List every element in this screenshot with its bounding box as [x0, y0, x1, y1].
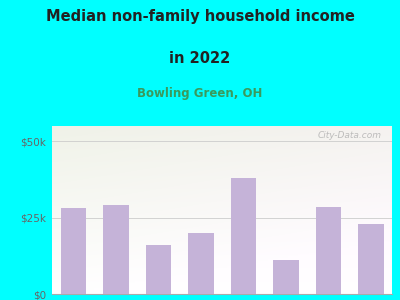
Bar — [146, 245, 171, 294]
Bar — [273, 260, 298, 294]
Text: Bowling Green, OH: Bowling Green, OH — [137, 87, 263, 100]
Text: in 2022: in 2022 — [169, 51, 231, 66]
Bar — [60, 208, 86, 294]
Bar — [316, 207, 341, 294]
Text: Median non-family household income: Median non-family household income — [46, 9, 354, 24]
Bar — [103, 206, 128, 294]
Bar — [230, 178, 256, 294]
Bar — [188, 233, 214, 294]
Bar — [358, 224, 384, 294]
Text: City-Data.com: City-Data.com — [318, 131, 382, 140]
